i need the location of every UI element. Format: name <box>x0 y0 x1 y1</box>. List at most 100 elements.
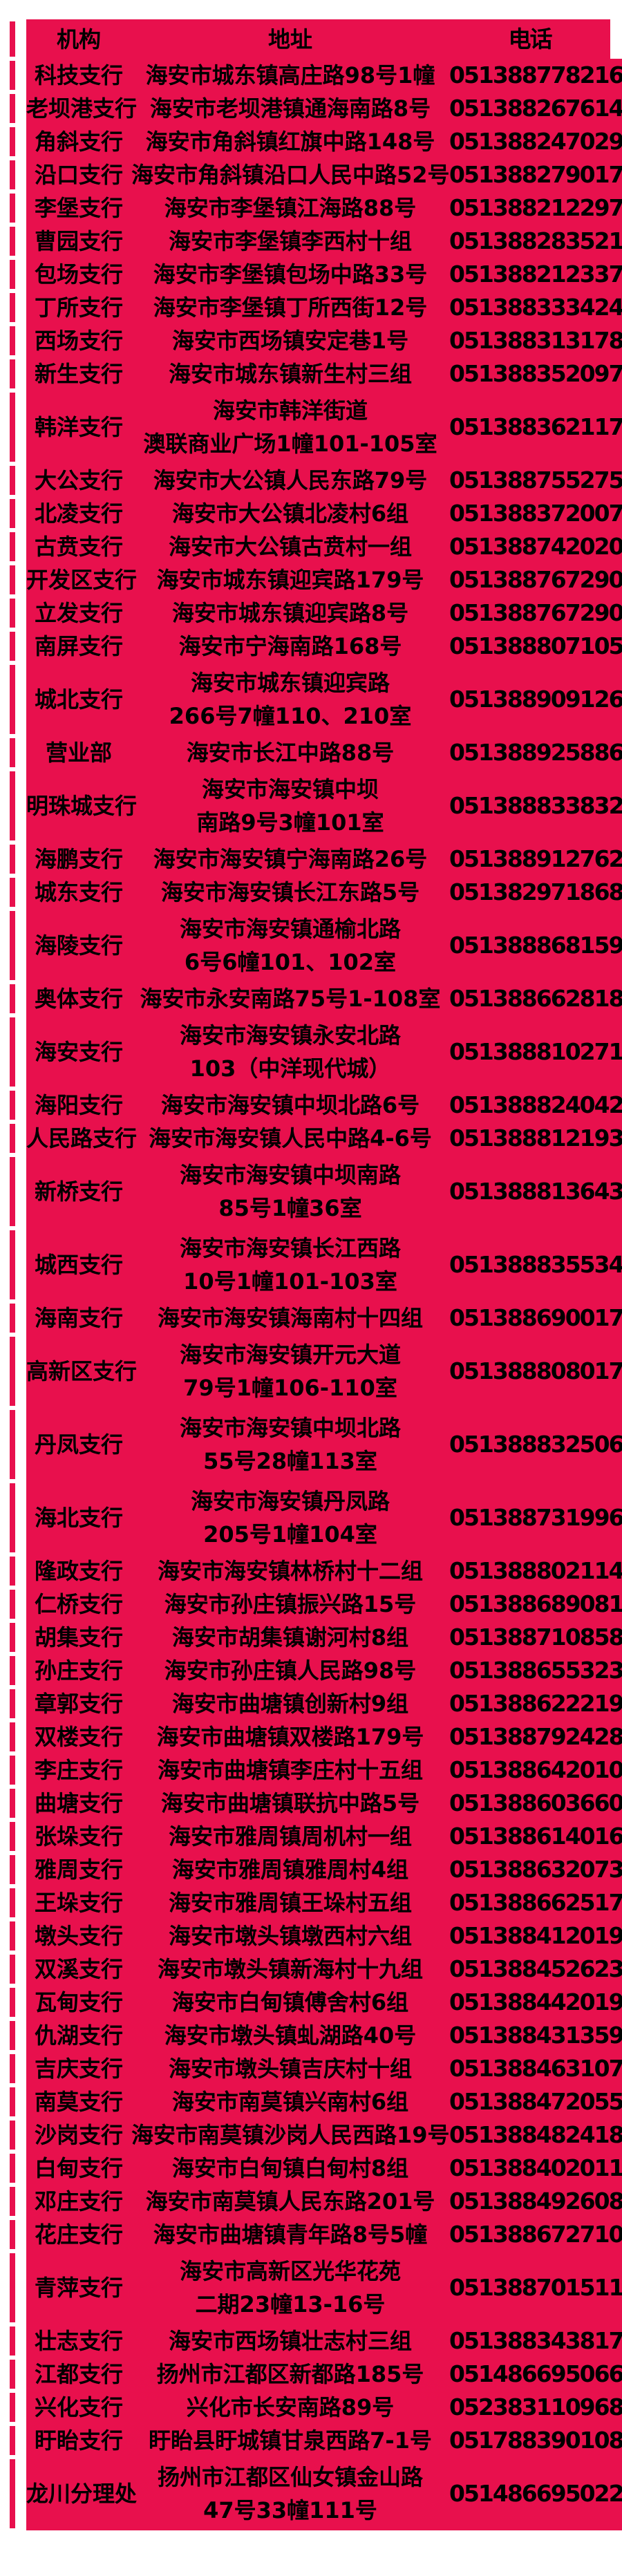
phone-cell: 051388482418 <box>449 2121 622 2148</box>
phone-cell: 052383110968 <box>449 2394 622 2420</box>
institution-cell: 隆政支行 <box>34 1558 123 1584</box>
table-row: 盱眙支行 盱眙县盱城镇甘泉西路7-1号 051788390108 <box>10 2424 622 2457</box>
address-cell: 海安市海安镇宁海南路26号 <box>153 846 428 872</box>
row-cells: 老坝港支行 海安市老坝港镇通海南路8号 051388267614 <box>26 92 622 125</box>
row-gutter <box>10 227 15 256</box>
row-cells: 城东支行 海安市海安镇长江东路5号 051382971868 <box>26 876 622 909</box>
table-rows: 科技支行 海安市城东镇高庄路98号1幢 051388778216 老坝港支行 海安市老坝… <box>10 59 622 2530</box>
row-cells: 营业部 海安市长江中路88号 051388925886 <box>26 736 622 769</box>
address-cell: 海安市宁海南路168号 <box>178 633 402 659</box>
institution-cell: 花庄支行 <box>34 2221 123 2248</box>
address-cell: 海安市海安镇人民中路4-6号 <box>149 1125 432 1151</box>
institution-cell: 包场支行 <box>34 261 123 288</box>
phone-cell: 051388343817 <box>449 2327 622 2354</box>
row-gutter <box>10 194 15 223</box>
row-cells: 新生支行 海安市城东镇新生村三组 051388352097 <box>26 357 622 391</box>
row-gutter <box>10 1557 15 1586</box>
header-cell-phone: 电话 <box>508 25 553 53</box>
address-cell: 海安市海安镇丹凤路 205号1幢104室 <box>190 1488 390 1548</box>
address-cell: 海安市墩头镇墩西村六组 <box>168 1923 412 1949</box>
address-cell: 海安市角斜镇沿口人民中路52号 <box>131 162 450 188</box>
row-cells: 雅周支行 海安市雅周镇雅周村4组 051388632073 <box>26 1853 622 1886</box>
row-cells: 江都支行 扬州市江都区新都路185号 051486695066 <box>26 2358 622 2391</box>
institution-cell: 老坝港支行 <box>26 95 138 122</box>
institution-cell: 城北支行 <box>34 686 123 713</box>
row-gutter <box>10 984 15 1013</box>
row-gutter <box>10 2220 15 2249</box>
phone-cell: 051788390108 <box>449 2427 622 2454</box>
institution-cell: 丹凤支行 <box>34 1431 123 1458</box>
table-row: 章郭支行 海安市曲塘镇创新村9组 051388622219 <box>10 1687 622 1720</box>
institution-cell: 兴化支行 <box>34 2394 123 2420</box>
row-cells: 角斜支行 海安市角斜镇红旗中路148号 051388247029 <box>26 125 622 158</box>
address-cell: 海安市雅周镇雅周村4组 <box>171 1856 409 1883</box>
address-cell: 海安市海安镇通榆北路 6号6幢101、102室 <box>179 916 401 975</box>
address-cell: 海安市大公镇人民东路79号 <box>153 467 428 493</box>
address-cell: 海安市西场镇壮志村三组 <box>168 2328 412 2354</box>
row-cells: 墩头支行 海安市墩头镇墩西村六组 051388412019 <box>26 1919 622 1953</box>
address-cell: 海安市长江中路88号 <box>186 740 395 766</box>
table-row: 奥体支行 海安市永安南路75号1-108室 051388662818 <box>10 982 622 1015</box>
row-gutter <box>10 1091 15 1120</box>
table-row: 西场支行 海安市西场镇安定巷1号 051388313178 <box>10 324 622 357</box>
address-cell: 海安市大公镇北凌村6组 <box>171 500 409 527</box>
institution-cell: 城东支行 <box>34 879 123 905</box>
row-gutter <box>10 1304 15 1333</box>
institution-cell: 王垛支行 <box>34 1890 123 1916</box>
row-cells: 邓庄支行 海安市南莫镇人民东路201号 051388492608 <box>26 2185 622 2218</box>
address-cell: 海安市海安镇中坝北路 55号28幢113室 <box>179 1415 401 1474</box>
phone-cell: 051388622219 <box>449 1690 622 1717</box>
table-row: 曲塘支行 海安市曲塘镇联抗中路5号 051388603660 <box>10 1787 622 1820</box>
row-cells: 人民路支行 海安市海安镇人民中路4-6号 051388812193 <box>26 1122 622 1155</box>
row-gutter <box>10 326 15 355</box>
row-gutter <box>10 61 15 90</box>
row-gutter <box>10 1888 15 1917</box>
row-cells: 海陵支行 海安市海安镇通榆北路 6号6幢101、102室 051388868159 <box>26 909 622 982</box>
phone-cell: 051388812193 <box>449 1125 622 1151</box>
phone-cell: 051486695022 <box>449 2480 622 2507</box>
table-row: 王垛支行 海安市雅周镇王垛村五组 051388662517 <box>10 1886 622 1919</box>
phone-cell: 051486695066 <box>449 2360 622 2387</box>
address-cell: 海安市海安镇中坝 南路9号3幢101室 <box>196 776 384 836</box>
table-row: 海南支行 海安市海安镇海南村十四组 051388690017 <box>10 1301 622 1335</box>
row-gutter <box>10 2393 15 2422</box>
phone-cell: 051388824042 <box>449 1091 622 1118</box>
row-cells: 双溪支行 海安市墩头镇新海村十九组 051388452623 <box>26 1953 622 1986</box>
row-gutter <box>10 878 15 907</box>
row-cells: 包场支行 海安市李堡镇包场中路33号 051388212337 <box>26 258 622 291</box>
table-row: 南莫支行 海安市南莫镇兴南村6组 051388472055 <box>10 2085 622 2118</box>
row-gutter <box>10 1590 15 1619</box>
table-row: 海北支行 海安市海安镇丹凤路 205号1幢104室 051388731996 <box>10 1481 622 1554</box>
row-cells: 城西支行 海安市海安镇长江西路 10号1幢101-103室 051388835534 <box>26 1228 622 1301</box>
row-gutter <box>10 2253 15 2322</box>
address-cell: 海安市海安镇中坝南路 85号1幢36室 <box>179 1162 401 1221</box>
table-row: 双溪支行 海安市墩头镇新海村十九组 051388452623 <box>10 1953 622 1986</box>
phone-cell: 051388632073 <box>449 1856 622 1883</box>
institution-cell: 开发区支行 <box>26 567 138 593</box>
institution-cell: 海鹏支行 <box>34 846 123 872</box>
phone-cell: 051388925886 <box>449 739 622 766</box>
institution-cell: 张垛支行 <box>34 1823 123 1850</box>
phone-cell: 051388802114 <box>449 1557 622 1584</box>
address-cell: 海安市墩头镇虬湖路40号 <box>164 2022 417 2049</box>
address-cell: 海安市李堡镇包场中路33号 <box>153 261 428 288</box>
institution-cell: 科技支行 <box>34 62 123 88</box>
institution-cell: 李堡支行 <box>34 195 123 221</box>
institution-cell: 瓦甸支行 <box>34 1989 123 2015</box>
institution-cell: 仁桥支行 <box>34 1591 123 1617</box>
table-row: 曹园支行 海安市李堡镇李西村十组 051388283521 <box>10 225 622 258</box>
row-cells: 盱眙支行 盱眙县盱城镇甘泉西路7-1号 051788390108 <box>26 2424 622 2457</box>
row-cells: 沙岗支行 海安市南莫镇沙岗人民西路19号 051388482418 <box>26 2118 622 2152</box>
row-gutter <box>10 565 15 594</box>
address-cell: 海安市南莫镇人民东路201号 <box>145 2188 435 2215</box>
institution-cell: 曲塘支行 <box>34 1790 123 1816</box>
row-cells: 胡集支行 海安市胡集镇谢河村8组 051388710858 <box>26 1621 622 1654</box>
address-cell: 海安市海安镇永安北路 103（中洋现代城） <box>179 1022 401 1082</box>
row-gutter <box>10 1955 15 1984</box>
row-cells: 兴化支行 兴化市长安南路89号 052383110968 <box>26 2391 622 2424</box>
phone-cell: 051388755275 <box>449 467 622 493</box>
row-cells: 科技支行 海安市城东镇高庄路98号1幢 051388778216 <box>26 59 622 92</box>
row-gutter <box>10 2121 15 2150</box>
phone-cell: 051388614016 <box>449 1823 622 1850</box>
